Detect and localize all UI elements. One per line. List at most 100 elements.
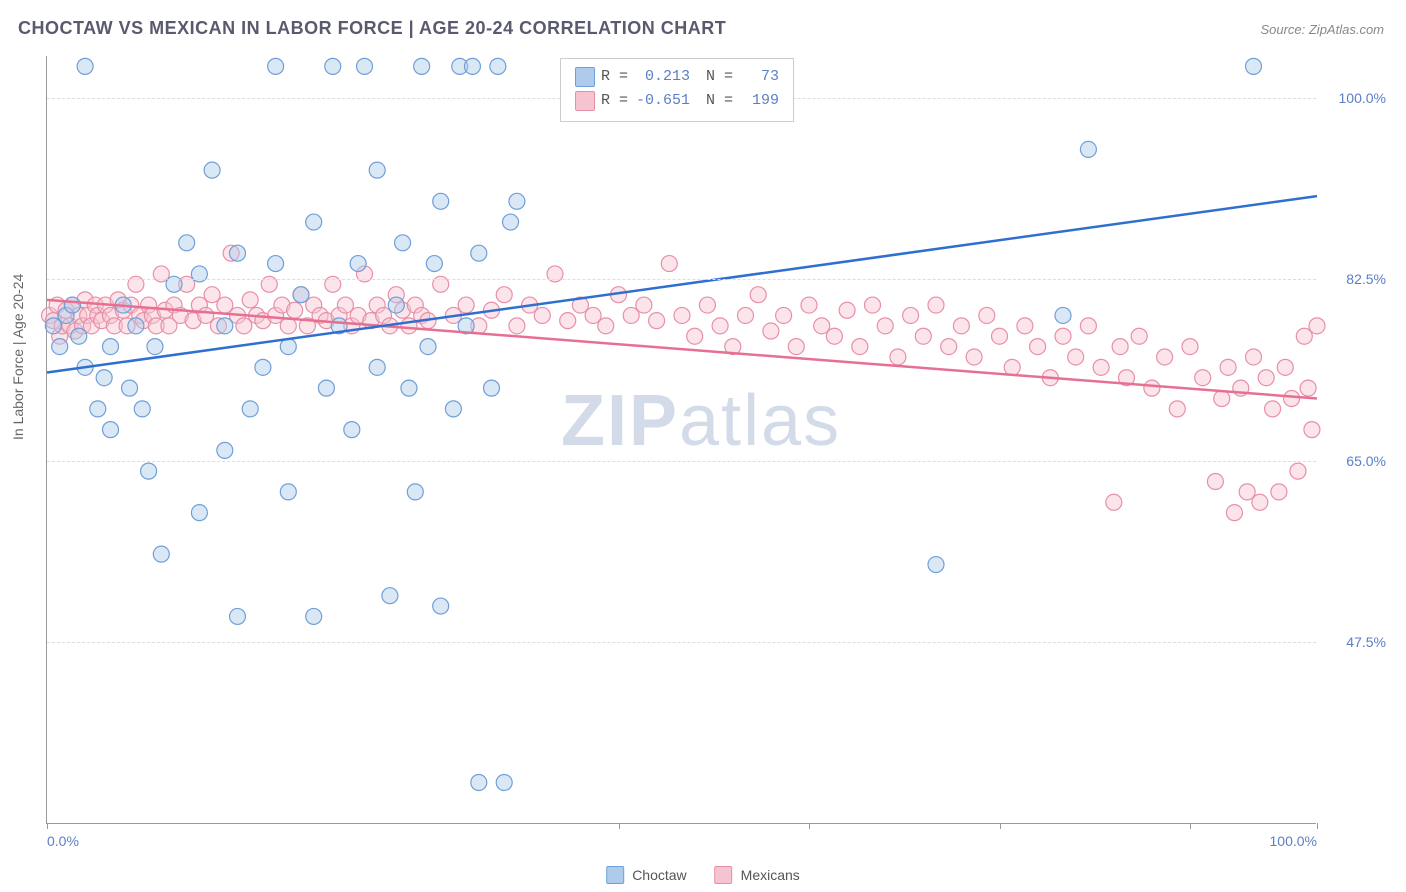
point-series1 (191, 505, 207, 521)
point-series2 (865, 297, 881, 313)
point-series1 (509, 193, 525, 209)
point-series2 (1195, 370, 1211, 386)
point-series1 (388, 297, 404, 313)
point-series1 (306, 608, 322, 624)
xtick (1000, 823, 1001, 829)
legend-label-1: Choctaw (632, 867, 686, 883)
point-series1 (122, 380, 138, 396)
gridline (47, 461, 1316, 462)
point-series1 (103, 422, 119, 438)
point-series2 (992, 328, 1008, 344)
point-series2 (915, 328, 931, 344)
point-series2 (661, 256, 677, 272)
point-series1 (1055, 307, 1071, 323)
point-series1 (103, 339, 119, 355)
point-series1 (71, 328, 87, 344)
point-series1 (484, 380, 500, 396)
point-series1 (134, 401, 150, 417)
gridline (47, 279, 1316, 280)
point-series2 (788, 339, 804, 355)
stats-n-label: N = (706, 65, 733, 89)
stats-row-series1: R = 0.213 N = 73 (575, 65, 779, 89)
stats-r-value-1: 0.213 (634, 65, 690, 89)
stats-legend-box: R = 0.213 N = 73 R = -0.651 N = 199 (560, 58, 794, 122)
stats-row-series2: R = -0.651 N = 199 (575, 89, 779, 113)
point-series2 (1220, 359, 1236, 375)
series1-swatch (575, 67, 595, 87)
point-series2 (738, 307, 754, 323)
point-series2 (458, 297, 474, 313)
point-series1 (395, 235, 411, 251)
point-series1 (90, 401, 106, 417)
point-series1 (401, 380, 417, 396)
point-series1 (420, 339, 436, 355)
point-series1 (141, 463, 157, 479)
xtick (47, 823, 48, 829)
point-series2 (1290, 463, 1306, 479)
point-series1 (369, 162, 385, 178)
point-series2 (1309, 318, 1325, 334)
point-series1 (280, 484, 296, 500)
point-series1 (414, 58, 430, 74)
xtick-label: 0.0% (47, 833, 79, 849)
point-series1 (217, 442, 233, 458)
xtick (1317, 823, 1318, 829)
point-series1 (433, 598, 449, 614)
point-series2 (242, 292, 258, 308)
point-series2 (877, 318, 893, 334)
point-series2 (1030, 339, 1046, 355)
point-series1 (293, 287, 309, 303)
point-series1 (230, 245, 246, 261)
chart-title: CHOCTAW VS MEXICAN IN LABOR FORCE | AGE … (18, 18, 726, 39)
point-series2 (699, 297, 715, 313)
point-series1 (255, 359, 271, 375)
point-series1 (268, 58, 284, 74)
point-series2 (1271, 484, 1287, 500)
point-series2 (636, 297, 652, 313)
point-series1 (350, 256, 366, 272)
point-series1 (471, 774, 487, 790)
stats-r-label: R = (601, 65, 628, 89)
chart-svg (47, 56, 1317, 824)
point-series1 (1080, 141, 1096, 157)
point-series1 (306, 214, 322, 230)
stats-r-label: R = (601, 89, 628, 113)
point-series2 (1017, 318, 1033, 334)
point-series2 (890, 349, 906, 365)
ytick-label: 82.5% (1326, 271, 1386, 287)
point-series2 (966, 349, 982, 365)
point-series2 (1265, 401, 1281, 417)
point-series1 (268, 256, 284, 272)
point-series1 (426, 256, 442, 272)
ytick-label: 47.5% (1326, 634, 1386, 650)
point-series2 (1169, 401, 1185, 417)
point-series2 (687, 328, 703, 344)
point-series2 (1304, 422, 1320, 438)
point-series2 (1131, 328, 1147, 344)
point-series1 (128, 318, 144, 334)
source-attribution: Source: ZipAtlas.com (1260, 22, 1384, 37)
point-series1 (204, 162, 220, 178)
point-series2 (1068, 349, 1084, 365)
series2-swatch (575, 91, 595, 111)
point-series2 (1252, 494, 1268, 510)
point-series1 (490, 58, 506, 74)
xtick-label: 100.0% (1270, 833, 1317, 849)
point-series1 (496, 774, 512, 790)
point-series2 (1207, 474, 1223, 490)
point-series1 (147, 339, 163, 355)
point-series2 (1226, 505, 1242, 521)
ytick-label: 100.0% (1326, 90, 1386, 106)
point-series1 (503, 214, 519, 230)
legend-label-2: Mexicans (741, 867, 800, 883)
point-series1 (52, 339, 68, 355)
point-series2 (649, 313, 665, 329)
point-series2 (826, 328, 842, 344)
point-series2 (1157, 349, 1173, 365)
point-series2 (928, 297, 944, 313)
point-series2 (1182, 339, 1198, 355)
point-series1 (325, 58, 341, 74)
point-series1 (242, 401, 258, 417)
point-series2 (763, 323, 779, 339)
point-series1 (433, 193, 449, 209)
